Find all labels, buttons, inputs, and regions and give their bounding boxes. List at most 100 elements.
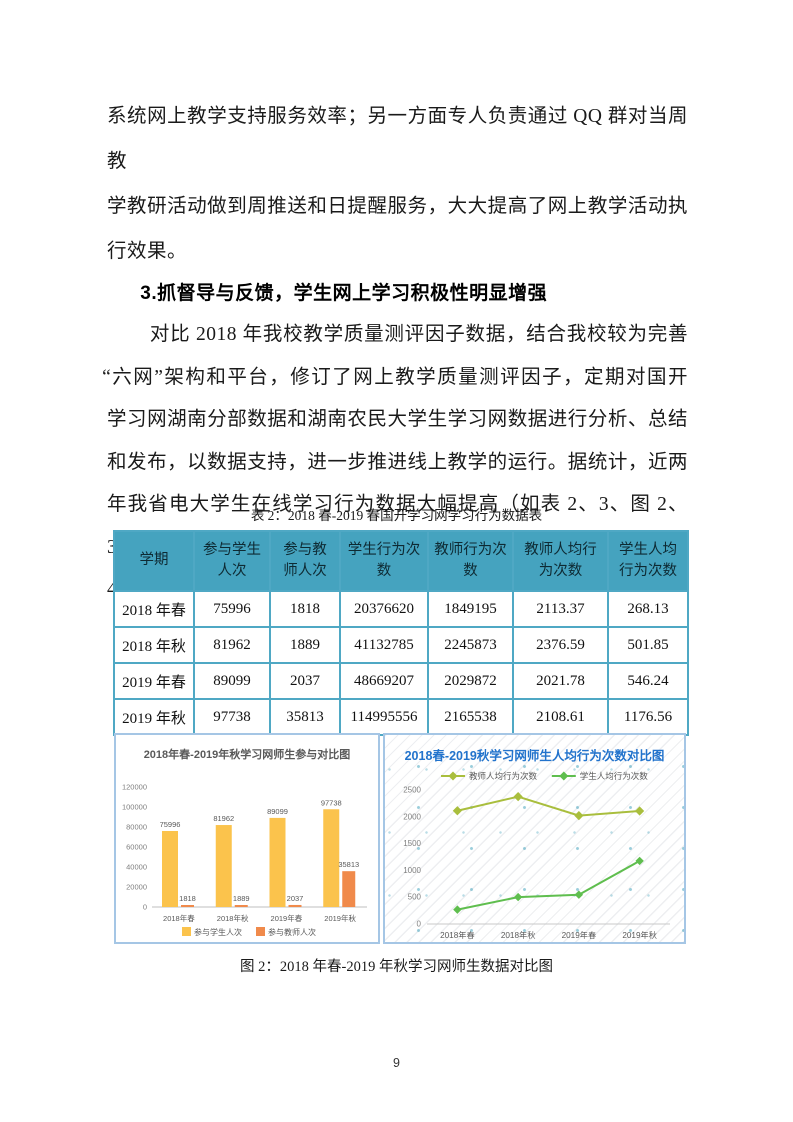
bar-value-label: 89099 [267,807,288,816]
x-tick-label: 2019年春 [562,930,597,940]
table-cell: 2018 年春 [113,590,195,628]
chart-title: 2018年春-2019年秋学习网师生参与对比图 [144,747,351,761]
table-row: 2019 年春 89099 2037 48669207 2029872 2021.78 54… [113,662,689,700]
section-heading: 3.抓督导与反馈，学生网上学习积极性明显增强 [140,283,548,304]
x-tick-label: 2018年秋 [217,913,249,923]
data-point-marker [574,890,584,899]
table-cell: 1818 [269,590,341,628]
paragraph-line: 和发布，以数据支持，进一步推进线上教学的运行。据统计，近两 [107,451,688,473]
data-point-marker [513,892,523,902]
bar-value-label: 81962 [213,814,234,823]
legend-swatch [256,927,265,936]
table-cell: 41132785 [339,626,429,664]
table-header-cell: 学生人均 行为次数 [607,530,689,592]
x-tick-label: 2018年秋 [501,930,536,940]
table-row: 2019 年秋 97738 35813 114995556 2165538 2108.61… [113,698,689,736]
table-cell: 546.24 [607,662,689,700]
y-tick-label: 120000 [122,783,147,792]
x-tick-label: 2019年秋 [622,930,657,940]
table-cell: 2165538 [427,698,514,736]
data-point-marker [452,806,462,816]
table-cell: 48669207 [339,662,429,700]
y-tick-label: 2500 [403,786,421,795]
table-cell: 268.13 [607,590,689,628]
bar-value-label: 97738 [321,798,342,807]
table-cell: 81962 [193,626,271,664]
y-tick-label: 20000 [126,883,147,892]
table-cell: 501.85 [607,626,689,664]
data-point-marker [635,856,644,866]
table-header-cell: 参与学生 人次 [193,530,271,592]
y-tick-label: 0 [417,920,422,929]
legend-marker [559,771,569,781]
table-cell: 35813 [269,698,341,736]
table-header-cell: 教师行为次 数 [427,530,514,592]
x-tick-label: 2019年秋 [324,913,356,923]
bar-teacher [234,905,248,907]
bar-chart-svg: 2018年春-2019年秋学习网师生参与对比图 0 20000 40000 60000 8… [122,747,367,937]
table-row: 2018 年春 75996 1818 20376620 1849195 2113.37 26… [113,590,689,628]
table-cell: 89099 [193,662,271,700]
table-cell: 20376620 [339,590,429,628]
table-cell: 2019 年秋 [113,698,195,736]
y-tick-label: 0 [143,903,147,912]
legend-label: 参与教师人次 [268,927,316,937]
data-point-marker [453,905,462,914]
bar-student [269,817,286,907]
legend-label: 参与学生人次 [194,927,242,937]
table-row: 2018 年秋 81962 1889 41132785 2245873 2376.59 50… [113,626,689,664]
paragraph-line: “六网”架构和平台，修订了网上教学质量测评因子，定期对国开 [102,366,688,388]
x-tick-label: 2018年春 [163,913,195,923]
y-tick-label: 80000 [126,823,147,832]
legend-swatch [182,927,191,936]
paragraph-line: 学习网湖南分部数据和湖南农民大学生学习网数据进行分析、总结 [107,409,688,430]
y-tick-label: 100000 [122,803,147,812]
table-cell: 1889 [269,626,341,664]
table-header-cell: 学生行为次 数 [339,530,429,592]
x-tick-label: 2019年春 [271,913,303,923]
paragraph-line: 对比 2018 年我校教学质量测评因子数据，结合我校较为完善 [149,324,688,345]
bar-teacher [288,904,302,907]
table-cell: 2245873 [427,626,514,664]
table-body: 2018 年春 75996 1818 20376620 1849195 2113.37 26… [113,590,689,736]
table-cell: 2113.37 [512,590,609,628]
data-point-marker [635,806,645,816]
bar-value-label: 35813 [338,860,359,869]
table-cell: 2108.61 [512,698,609,736]
table-cell: 2021.78 [512,662,609,700]
table-cell: 2019 年春 [113,662,195,700]
table-caption: 表 2：2018 春-2019 春国开学习网学习行为数据表 [250,508,543,523]
data-point-marker [574,811,584,821]
bar-value-label: 75996 [160,820,181,829]
table-cell: 75996 [193,590,271,628]
bar-student [162,831,178,907]
table-cell: 2029872 [427,662,514,700]
bar-chart-participation: 2018年春-2019年秋学习网师生参与对比图 0 20000 40000 60000 8… [114,733,380,944]
data-line [457,795,640,817]
paragraph-line: 行效果。 [107,241,188,262]
paragraph-line: 系统网上教学支持服务效率；另一方面专人负责通过 QQ 群对当周教 [107,106,688,172]
figure-charts: 2018年春-2019年秋学习网师生参与对比图 0 20000 40000 60000 8… [114,733,686,944]
legend-marker [448,771,458,781]
legend-label: 学生人均行为次数 [580,771,649,781]
table-cell: 2376.59 [512,626,609,664]
y-tick-label: 2000 [403,812,421,821]
x-tick-label: 2018年春 [440,930,475,940]
bar-teacher [342,871,356,907]
bar-value-label: 2037 [287,894,304,903]
table-cell: 1849195 [427,590,514,628]
y-tick-label: 60000 [126,843,147,852]
table-cell: 114995556 [339,698,429,736]
line-chart-per-capita: 2018春-2019秋学习网师生人均行为次数对比图 教师人均行为次数 学生人均行为次… [383,733,686,944]
data-point-marker [513,792,523,802]
chart-title: 2018春-2019秋学习网师生人均行为次数对比图 [405,748,665,763]
page-number: 9 [393,1056,400,1070]
bar-student [215,825,232,907]
learning-behavior-table: 学期 参与学生 人次 参与教 师人次 学生行为次 数 教师行为次 数 教师人均行… [113,530,689,736]
bar-value-label: 1818 [179,894,196,903]
y-tick-label: 500 [408,893,422,902]
table-header-cell: 教师人均行 为次数 [512,530,609,592]
y-tick-label: 40000 [126,863,147,872]
